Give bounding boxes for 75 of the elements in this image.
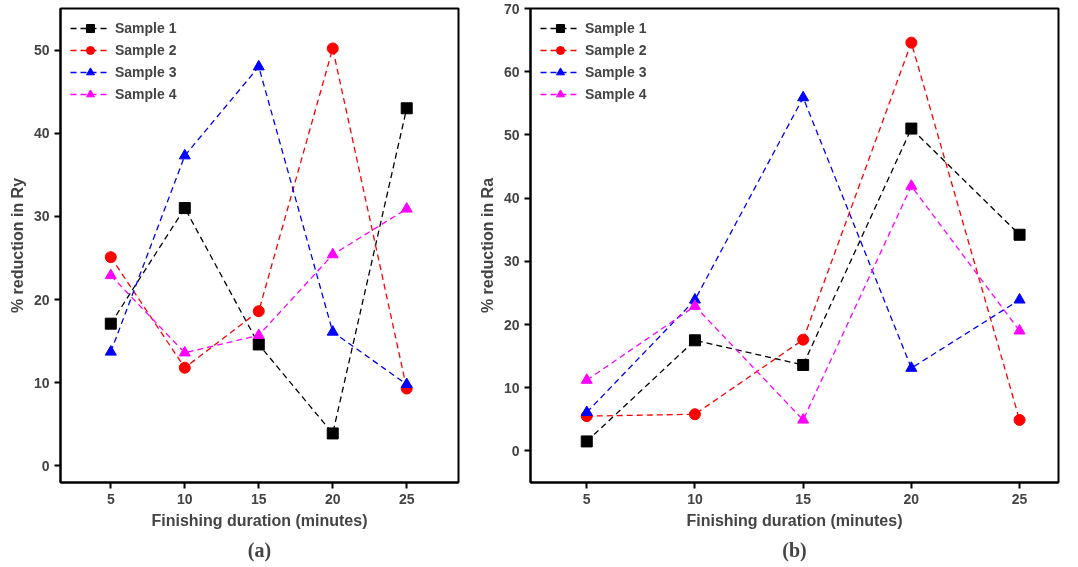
y-tick-label: 70	[503, 0, 520, 17]
point	[104, 268, 117, 280]
text: (a)	[247, 538, 272, 562]
point	[580, 373, 593, 384]
y-tick-label: 40	[33, 125, 50, 142]
point	[688, 299, 701, 310]
y-tick-label: 30	[503, 253, 520, 270]
point	[104, 345, 117, 356]
y-tick-label: 0	[511, 442, 520, 459]
x-tick-label: 25	[1011, 490, 1028, 507]
point	[178, 361, 191, 374]
point	[326, 427, 339, 440]
x-tick-label: 20	[324, 490, 341, 507]
y-axis-title: % reduction in Ra	[478, 177, 496, 314]
point	[797, 413, 810, 424]
x-axis-title: Finishing duration (minutes)	[686, 511, 903, 529]
point	[326, 325, 339, 336]
x-tick-label: 15	[795, 490, 812, 507]
legend-label: Sample 1	[585, 20, 647, 36]
point	[1013, 228, 1026, 241]
point	[326, 42, 339, 55]
legend-label: Sample 3	[115, 64, 177, 80]
point	[797, 333, 810, 346]
y-tick-label: 10	[33, 374, 50, 391]
point	[252, 305, 265, 318]
point	[905, 36, 918, 49]
point	[1013, 323, 1026, 335]
x-tick-label: 10	[177, 490, 193, 507]
y-tick-label: 60	[503, 63, 520, 80]
point	[400, 202, 413, 213]
x-tick-label: 25	[398, 490, 415, 507]
x-tick-label: 5	[106, 490, 115, 507]
point	[1013, 293, 1026, 304]
legend-label: Sample 2	[115, 42, 177, 58]
point	[580, 435, 593, 448]
point	[252, 328, 265, 339]
x-tick-label: 15	[250, 490, 267, 507]
point	[580, 405, 593, 417]
y-tick-label: 0	[41, 457, 50, 474]
point	[797, 358, 810, 371]
point	[178, 202, 191, 215]
point	[688, 408, 701, 421]
point	[1013, 413, 1026, 426]
point	[178, 345, 191, 357]
point	[797, 90, 810, 102]
legend-label: Sample 4	[115, 86, 177, 102]
point	[178, 148, 191, 160]
x-tick-label: 20	[903, 490, 920, 507]
text: (b)	[782, 538, 807, 562]
x-tick-label: 5	[582, 490, 591, 507]
point	[688, 334, 701, 347]
point	[104, 251, 117, 264]
point	[905, 179, 918, 190]
point	[905, 361, 918, 372]
y-tick-label: 20	[503, 316, 520, 333]
x-tick-label: 10	[687, 490, 703, 507]
point	[400, 377, 413, 389]
point	[400, 102, 413, 115]
y-tick-label: 50	[503, 126, 520, 143]
point	[252, 338, 265, 351]
point	[252, 59, 265, 71]
point	[905, 122, 918, 135]
y-axis-title: % reduction in Ry	[8, 177, 26, 314]
y-tick-label: 40	[503, 190, 520, 207]
y-tick-label: 10	[503, 379, 520, 396]
legend-label: Sample 4	[585, 86, 647, 102]
legend-label: Sample 1	[115, 20, 177, 36]
point	[326, 247, 339, 259]
legend-label: Sample 3	[585, 64, 647, 80]
legend-label: Sample 2	[585, 42, 647, 58]
y-tick-label: 30	[33, 208, 50, 225]
point	[104, 317, 117, 330]
y-tick-label: 20	[33, 291, 50, 308]
y-tick-label: 50	[33, 42, 50, 59]
x-axis-title: Finishing duration (minutes)	[151, 511, 368, 529]
